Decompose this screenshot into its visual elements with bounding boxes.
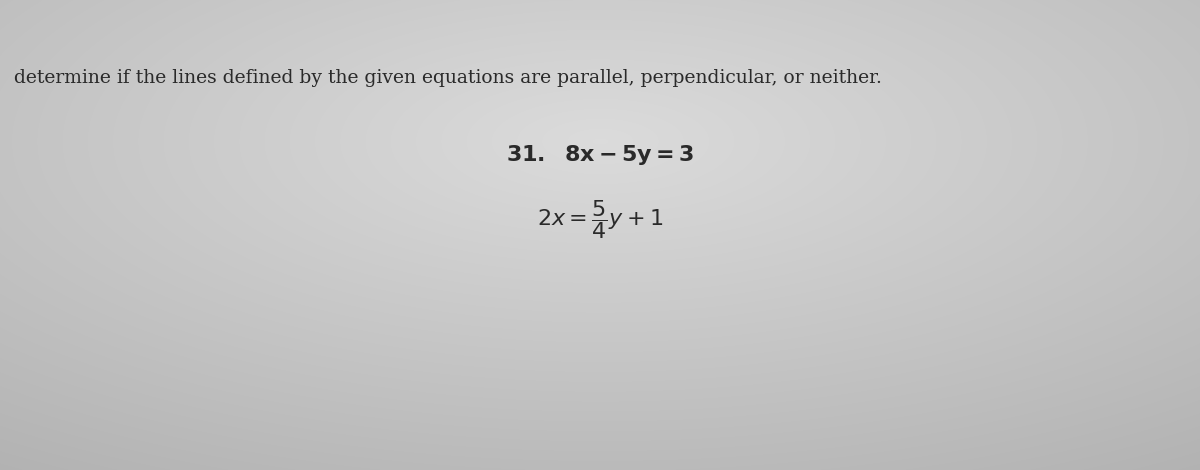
Text: $2x = \dfrac{5}{4}y + 1$: $2x = \dfrac{5}{4}y + 1$: [536, 198, 664, 242]
Text: $\bf{31.}\ \ 8x - 5y = 3$: $\bf{31.}\ \ 8x - 5y = 3$: [506, 143, 694, 167]
Text: determine if the lines defined by the given equations are parallel, perpendicula: determine if the lines defined by the gi…: [14, 69, 882, 87]
